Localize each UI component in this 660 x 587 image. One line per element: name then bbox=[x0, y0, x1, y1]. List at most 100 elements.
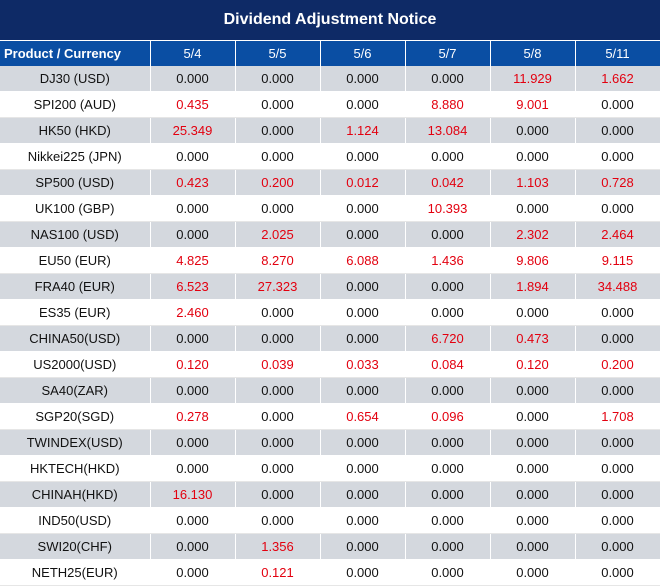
dividend-value: 0.000 bbox=[235, 66, 321, 92]
dividend-value: 0.000 bbox=[575, 143, 660, 170]
dividend-value: 9.001 bbox=[490, 91, 576, 118]
dividend-value: 0.000 bbox=[405, 429, 491, 456]
dividend-value: 0.000 bbox=[575, 299, 660, 326]
dividend-value: 0.000 bbox=[150, 559, 236, 586]
dividend-value: 0.000 bbox=[405, 481, 491, 508]
dividend-value: 0.423 bbox=[150, 169, 236, 196]
dividend-value: 0.039 bbox=[235, 351, 321, 378]
dividend-value: 34.488 bbox=[575, 273, 660, 300]
dividend-value: 0.000 bbox=[575, 325, 660, 352]
product-name: HK50 (HKD) bbox=[0, 117, 151, 144]
dividend-value: 0.000 bbox=[235, 299, 321, 326]
header-date: 5/4 bbox=[150, 41, 236, 66]
dividend-value: 0.000 bbox=[235, 195, 321, 222]
dividend-value: 0.084 bbox=[405, 351, 491, 378]
product-name: Nikkei225 (JPN) bbox=[0, 143, 151, 170]
table-row: SP500 (USD) 0.423 0.200 0.012 0.042 1.103 0.72… bbox=[0, 169, 660, 196]
dividend-value: 0.000 bbox=[150, 221, 236, 248]
product-name: SWI20(CHF) bbox=[0, 533, 151, 560]
header-row: Product / Currency 5/4 5/5 5/6 5/7 5/8 5… bbox=[0, 41, 660, 66]
dividend-value: 0.000 bbox=[235, 455, 321, 482]
product-name: UK100 (GBP) bbox=[0, 195, 151, 222]
dividend-value: 0.000 bbox=[150, 325, 236, 352]
dividend-value: 0.042 bbox=[405, 169, 491, 196]
dividend-value: 0.000 bbox=[150, 66, 236, 92]
dividend-value: 0.000 bbox=[320, 455, 406, 482]
dividend-value: 0.000 bbox=[150, 507, 236, 534]
header-date: 5/7 bbox=[405, 41, 491, 66]
dividend-value: 1.662 bbox=[575, 66, 660, 92]
dividend-value: 0.000 bbox=[320, 143, 406, 170]
dividend-value: 0.000 bbox=[405, 66, 491, 92]
table-row: SA40(ZAR) 0.000 0.000 0.000 0.000 0.000 0.000 bbox=[0, 377, 660, 404]
page-title: Dividend Adjustment Notice bbox=[0, 0, 660, 41]
dividend-value: 8.270 bbox=[235, 247, 321, 274]
table-row: UK100 (GBP) 0.000 0.000 0.000 10.393 0.000 0.0… bbox=[0, 195, 660, 222]
dividend-value: 0.000 bbox=[490, 455, 576, 482]
dividend-value: 0.000 bbox=[320, 377, 406, 404]
table-row: TWINDEX(USD) 0.000 0.000 0.000 0.000 0.000 0.0… bbox=[0, 429, 660, 456]
dividend-value: 10.393 bbox=[405, 195, 491, 222]
product-name: SA40(ZAR) bbox=[0, 377, 151, 404]
dividend-value: 0.000 bbox=[490, 403, 576, 430]
dividend-value: 0.000 bbox=[235, 403, 321, 430]
dividend-value: 27.323 bbox=[235, 273, 321, 300]
product-name: FRA40 (EUR) bbox=[0, 273, 151, 300]
product-name: US2000(USD) bbox=[0, 351, 151, 378]
dividend-value: 6.720 bbox=[405, 325, 491, 352]
dividend-value: 0.000 bbox=[320, 91, 406, 118]
dividend-value: 0.000 bbox=[575, 377, 660, 404]
table-row: SPI200 (AUD) 0.435 0.000 0.000 8.880 9.001 0.0… bbox=[0, 91, 660, 118]
dividend-value: 0.000 bbox=[150, 429, 236, 456]
dividend-value: 0.000 bbox=[235, 91, 321, 118]
table-body: DJ30 (USD) 0.000 0.000 0.000 0.000 11.929 1.66… bbox=[0, 66, 660, 586]
dividend-value: 0.000 bbox=[150, 195, 236, 222]
table-row: Nikkei225 (JPN) 0.000 0.000 0.000 0.000 0.000… bbox=[0, 143, 660, 170]
table-row: HKTECH(HKD) 0.000 0.000 0.000 0.000 0.000 0.00… bbox=[0, 455, 660, 482]
dividend-value: 0.000 bbox=[490, 195, 576, 222]
dividend-value: 0.000 bbox=[405, 273, 491, 300]
dividend-value: 0.000 bbox=[490, 299, 576, 326]
product-name: NAS100 (USD) bbox=[0, 221, 151, 248]
dividend-value: 0.000 bbox=[575, 507, 660, 534]
dividend-value: 0.473 bbox=[490, 325, 576, 352]
table-row: NAS100 (USD) 0.000 2.025 0.000 0.000 2.302 2.4… bbox=[0, 221, 660, 248]
dividend-value: 1.124 bbox=[320, 117, 406, 144]
dividend-value: 9.806 bbox=[490, 247, 576, 274]
dividend-value: 25.349 bbox=[150, 117, 236, 144]
dividend-value: 0.000 bbox=[235, 325, 321, 352]
dividend-value: 0.000 bbox=[320, 221, 406, 248]
table-row: FRA40 (EUR) 6.523 27.323 0.000 0.000 1.894 34.… bbox=[0, 273, 660, 300]
dividend-value: 0.200 bbox=[575, 351, 660, 378]
dividend-value: 0.000 bbox=[575, 91, 660, 118]
dividend-value: 1.894 bbox=[490, 273, 576, 300]
dividend-value: 16.130 bbox=[150, 481, 236, 508]
table-row: HK50 (HKD) 25.349 0.000 1.124 13.084 0.000 0.0… bbox=[0, 117, 660, 144]
dividend-value: 0.000 bbox=[575, 559, 660, 586]
dividend-value: 0.000 bbox=[150, 377, 236, 404]
dividend-value: 0.000 bbox=[490, 429, 576, 456]
dividend-value: 0.000 bbox=[235, 507, 321, 534]
dividend-value: 0.000 bbox=[320, 559, 406, 586]
dividend-value: 0.000 bbox=[490, 377, 576, 404]
product-name: CHINA50(USD) bbox=[0, 325, 151, 352]
dividend-value: 6.523 bbox=[150, 273, 236, 300]
dividend-value: 0.000 bbox=[490, 143, 576, 170]
dividend-value: 0.000 bbox=[575, 533, 660, 560]
dividend-value: 0.000 bbox=[405, 455, 491, 482]
dividend-value: 0.121 bbox=[235, 559, 321, 586]
dividend-value: 0.000 bbox=[320, 66, 406, 92]
table-row: DJ30 (USD) 0.000 0.000 0.000 0.000 11.929 1.66… bbox=[0, 66, 660, 92]
dividend-value: 9.115 bbox=[575, 247, 660, 274]
table-row: US2000(USD) 0.120 0.039 0.033 0.084 0.120 0.20… bbox=[0, 351, 660, 378]
dividend-value: 0.000 bbox=[575, 481, 660, 508]
product-name: SGP20(SGD) bbox=[0, 403, 151, 430]
product-name: EU50 (EUR) bbox=[0, 247, 151, 274]
dividend-value: 1.103 bbox=[490, 169, 576, 196]
dividend-value: 0.000 bbox=[235, 377, 321, 404]
dividend-value: 0.000 bbox=[405, 533, 491, 560]
dividend-value: 0.000 bbox=[490, 533, 576, 560]
header-date: 5/8 bbox=[490, 41, 576, 66]
dividend-value: 0.000 bbox=[490, 481, 576, 508]
product-name: TWINDEX(USD) bbox=[0, 429, 151, 456]
